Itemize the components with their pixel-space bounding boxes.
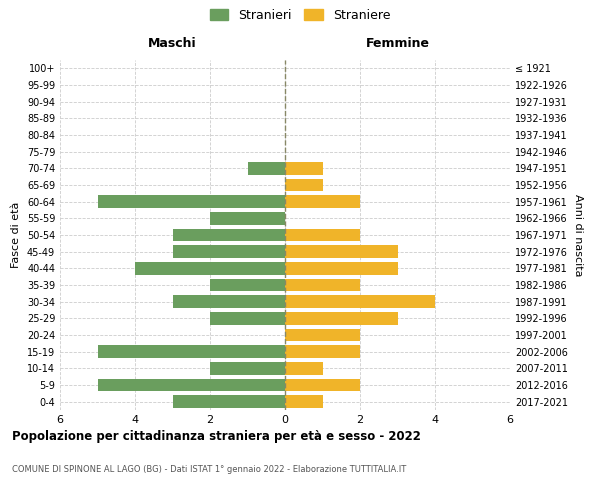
Bar — [173, 246, 285, 258]
Bar — [285, 229, 360, 241]
Bar — [173, 229, 285, 241]
Bar — [210, 212, 285, 224]
Bar — [285, 396, 323, 408]
Bar — [210, 362, 285, 374]
Bar — [285, 329, 360, 341]
Y-axis label: Anni di nascita: Anni di nascita — [574, 194, 583, 276]
Bar — [210, 312, 285, 324]
Bar — [97, 196, 285, 208]
Bar — [173, 296, 285, 308]
Bar — [285, 362, 323, 374]
Bar — [97, 346, 285, 358]
Legend: Stranieri, Straniere: Stranieri, Straniere — [209, 8, 391, 22]
Bar — [285, 162, 323, 174]
Bar — [285, 346, 360, 358]
Y-axis label: Fasce di età: Fasce di età — [11, 202, 21, 268]
Text: Maschi: Maschi — [148, 37, 197, 50]
Text: Popolazione per cittadinanza straniera per età e sesso - 2022: Popolazione per cittadinanza straniera p… — [12, 430, 421, 443]
Bar — [285, 379, 360, 391]
Bar — [285, 196, 360, 208]
Text: Femmine: Femmine — [365, 37, 430, 50]
Bar — [97, 379, 285, 391]
Bar — [285, 246, 398, 258]
Text: COMUNE DI SPINONE AL LAGO (BG) - Dati ISTAT 1° gennaio 2022 - Elaborazione TUTTI: COMUNE DI SPINONE AL LAGO (BG) - Dati IS… — [12, 465, 406, 474]
Bar — [210, 279, 285, 291]
Bar — [135, 262, 285, 274]
Bar — [248, 162, 285, 174]
Bar — [285, 279, 360, 291]
Bar — [285, 296, 435, 308]
Bar — [173, 396, 285, 408]
Bar — [285, 312, 398, 324]
Bar — [285, 262, 398, 274]
Bar — [285, 179, 323, 192]
